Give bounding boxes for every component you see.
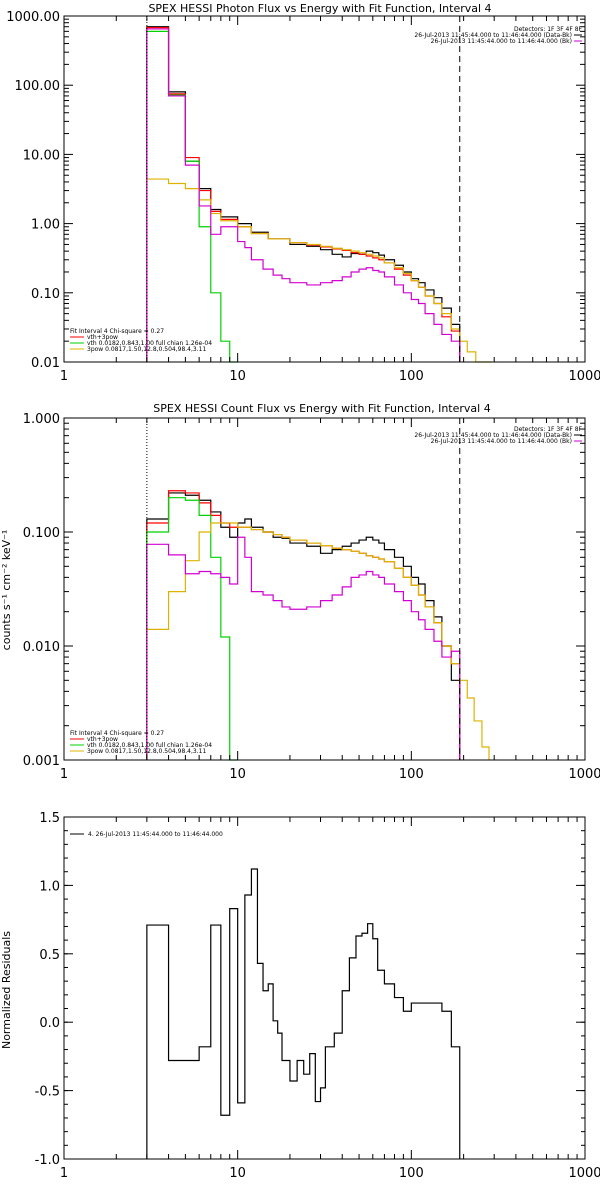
photon-xtick-label: 1 — [60, 369, 68, 384]
residuals-xtick-label: 1 — [60, 1166, 68, 1181]
photon-series-red — [146, 26, 461, 362]
count-axis-ticks: 1 10 100 1000 0.001 0.010 0.100 1.000 — [23, 412, 600, 782]
residuals-legend-label: 4. 26-Jul-2013 11:45:44.000 to 11:46:44.… — [88, 831, 223, 838]
count-legend-label-0: vth+3pow — [87, 736, 118, 743]
photon-legend: Fit Interval 4 Chi-square = 0.27 vth+3po… — [70, 328, 212, 353]
residuals-xtick-label: 100 — [399, 1166, 424, 1181]
photon-ytick-label: 0.01 — [31, 356, 60, 371]
photon-legend-label-0: vth+3pow — [87, 334, 118, 341]
photon-series-gold — [146, 178, 492, 363]
photon-bk-text: 26-Jul-2013 11:45:44.000 to 11:46:44.000… — [431, 38, 572, 45]
count-ytick-label: 0.100 — [23, 526, 60, 541]
count-ytick-label: 0.010 — [23, 640, 60, 655]
count-ytick-label: 1.000 — [23, 412, 60, 427]
photon-plot-frame — [63, 15, 586, 363]
residuals-ylabel: Normalized Residuals — [0, 931, 13, 1049]
count-series-group — [146, 490, 490, 761]
photon-series-black — [146, 26, 461, 362]
photon-detectors-text: Detectors: 1F 3F 4F 8F — [514, 26, 583, 33]
photon-series-green — [146, 30, 238, 363]
photon-legend-label-2: 3pow 0.0817,1.50,12.8,0.504,98.4,3.11 — [87, 346, 206, 353]
residuals-axis-ticks: 1 10 100 1000 -1.0 -0.5 0.0 0.5 1.0 1.5 — [35, 811, 600, 1181]
residuals-ytick-label: 1.5 — [39, 811, 60, 826]
photon-vlines — [146, 16, 461, 362]
photon-ytick-label: 100.00 — [15, 79, 61, 94]
count-bk-text: 26-Jul-2013 11:45:44.000 to 11:46:44.000… — [431, 438, 572, 445]
residuals-series-group — [146, 868, 461, 1159]
residuals-xtick-label: 1000 — [568, 1166, 600, 1181]
photon-ytick-label: 1.00 — [31, 218, 60, 233]
photon-legend-title: Fit Interval 4 Chi-square = 0.27 — [70, 328, 164, 335]
count-series-green — [146, 497, 238, 761]
residuals-ytick-label: 1.0 — [39, 879, 60, 894]
photon-xtick-label: 100 — [399, 369, 424, 384]
count-plot-frame — [63, 417, 586, 761]
count-panel: SPEX HESSI Count Flux vs Energy with Fit… — [0, 402, 600, 782]
photon-panel: SPEX HESSI Photon Flux vs Energy with Fi… — [6, 2, 600, 384]
photon-data-bk-text: 26-Jul-2013 11:45:44.000 to 11:46:44.000… — [414, 32, 572, 39]
photon-ytick-label: 10.00 — [23, 148, 60, 163]
count-legend-label-1: vth 0.0182,0.843,1.00 full chian 1.26e-0… — [87, 742, 212, 749]
photon-ytick-label: 0.10 — [31, 287, 60, 302]
count-title: SPEX HESSI Count Flux vs Energy with Fit… — [153, 402, 490, 415]
count-xtick-label: 1000 — [568, 767, 600, 782]
count-detectors-text: Detectors: 1F 3F 4F 8F — [514, 426, 583, 433]
residuals-series-black — [146, 868, 461, 1159]
photon-xtick-label: 1000 — [568, 369, 600, 384]
residuals-xtick-label: 10 — [229, 1166, 246, 1181]
count-xtick-label: 100 — [399, 767, 424, 782]
residuals-ytick-label: 0.5 — [39, 948, 60, 963]
count-series-magenta — [146, 536, 461, 760]
photon-info: Detectors: 1F 3F 4F 8F 26-Jul-2013 11:45… — [414, 26, 582, 45]
photon-xtick-label: 10 — [229, 369, 246, 384]
count-info: Detectors: 1F 3F 4F 8F 26-Jul-2013 11:45… — [414, 426, 582, 445]
residuals-ytick-label: -0.5 — [35, 1085, 60, 1100]
count-legend-title: Fit Interval 4 Chi-square = 0.27 — [70, 730, 164, 737]
photon-ytick-label: 1000.00 — [6, 10, 60, 25]
count-ytick-label: 0.001 — [23, 754, 60, 769]
residuals-legend: 4. 26-Jul-2013 11:45:44.000 to 11:46:44.… — [70, 831, 223, 838]
count-data-bk-text: 26-Jul-2013 11:45:44.000 to 11:46:44.000… — [414, 432, 572, 439]
photon-series-group — [146, 26, 492, 363]
count-series-gold — [146, 522, 490, 760]
photon-axis-ticks: 1 10 100 1000 0.01 0.10 1.00 10.00 100.00 1000.00 — [6, 10, 600, 384]
count-legend-label-2: 3pow 0.0817,1.50,12.8,0.504,98.4,3.11 — [87, 748, 206, 755]
count-series-black — [146, 492, 461, 760]
count-series-red — [146, 490, 461, 760]
count-xtick-label: 1 — [60, 767, 68, 782]
residuals-ytick-label: 0.0 — [39, 1016, 60, 1031]
residuals-plot-frame — [63, 816, 586, 1160]
count-legend: Fit Interval 4 Chi-square = 0.27 vth+3po… — [70, 730, 212, 755]
residuals-panel: Normalized Residuals 1 10 100 1000 -1.0 -0.5 0… — [0, 811, 600, 1181]
photon-title: SPEX HESSI Photon Flux vs Energy with Fi… — [148, 2, 491, 15]
count-vlines — [146, 418, 461, 760]
count-ylabel: counts s⁻¹ cm⁻² keV⁻¹ — [0, 530, 13, 651]
photon-series-magenta — [146, 28, 461, 362]
photon-legend-label-1: vth 0.0182,0.843,1.00 full chian 1.26e-0… — [87, 340, 212, 347]
residuals-ytick-label: -1.0 — [35, 1153, 60, 1168]
count-xtick-label: 10 — [229, 767, 246, 782]
